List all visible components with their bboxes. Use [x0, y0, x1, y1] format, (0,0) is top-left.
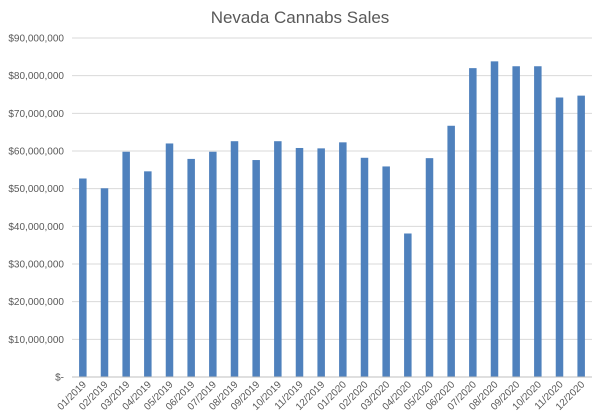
bar: [79, 178, 87, 377]
x-axis-tick-labels: 01/201902/201903/201904/201905/201906/20…: [56, 379, 588, 413]
bar: [447, 125, 455, 377]
y-tick-label: $30,000,000: [8, 260, 64, 271]
chart-title: Nevada Cannabs Sales: [211, 8, 390, 27]
bars: [79, 61, 585, 377]
y-tick-label: $50,000,000: [8, 184, 64, 195]
bar: [295, 147, 304, 377]
bar: [404, 233, 412, 377]
bar: [122, 151, 130, 377]
bar: [555, 97, 564, 377]
bar: [274, 141, 282, 377]
gridlines: [72, 37, 592, 340]
y-tick-label: $70,000,000: [8, 109, 64, 120]
bar: [165, 143, 174, 377]
bar: [469, 68, 477, 377]
bar: [382, 166, 390, 377]
bar: [144, 171, 152, 377]
y-tick-label: $20,000,000: [8, 297, 64, 308]
bar: [425, 158, 434, 377]
bar: [360, 157, 369, 377]
y-tick-label: $10,000,000: [8, 335, 64, 346]
bar: [230, 141, 239, 377]
y-axis-tick-labels: $- $10,000,000 $20,000,000 $30,000,000 $40,0…: [8, 34, 64, 384]
bar: [512, 66, 520, 377]
bar: [577, 95, 585, 377]
bar: [187, 158, 195, 377]
bar: [317, 148, 325, 377]
y-tick-label: $60,000,000: [8, 147, 64, 158]
y-tick-label: $40,000,000: [8, 222, 64, 233]
bar: [339, 142, 347, 377]
bar: [534, 66, 542, 377]
bar: [209, 151, 217, 377]
bar: [100, 188, 109, 377]
y-tick-label: $90,000,000: [8, 34, 64, 45]
bar: [252, 160, 260, 377]
y-tick-label: $-: [55, 373, 64, 384]
bar: [490, 61, 499, 377]
y-tick-label: $80,000,000: [8, 71, 64, 82]
